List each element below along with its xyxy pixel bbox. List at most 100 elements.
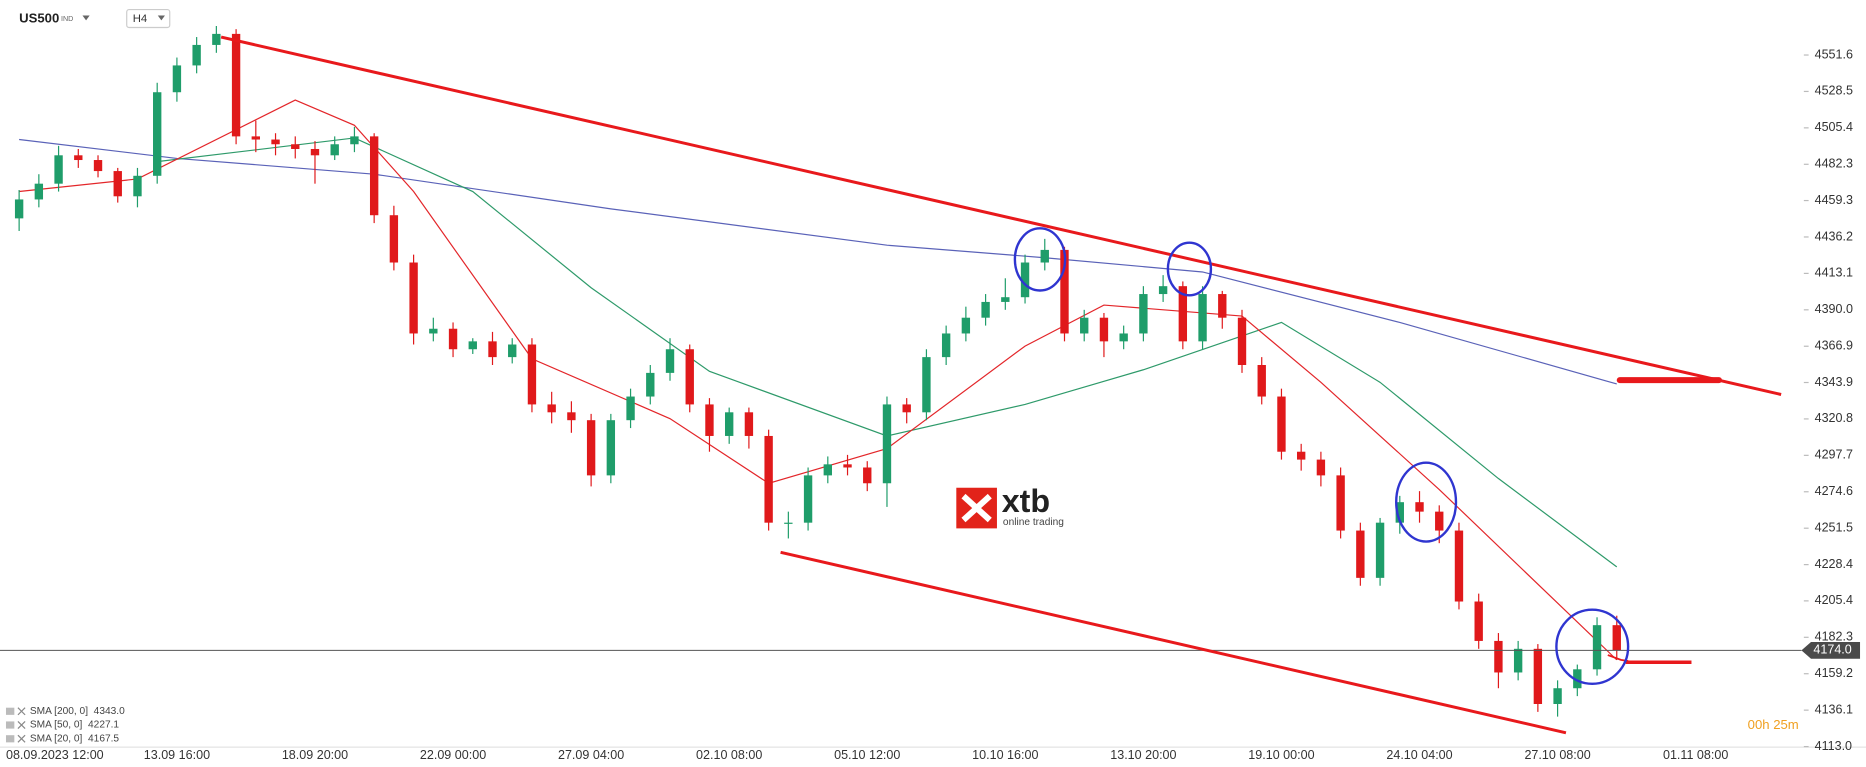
price-tag [1801,642,1861,659]
logo-tagline: online trading [1003,517,1064,528]
candle-body [843,464,852,468]
candle-body [1395,502,1404,523]
timeframe[interactable]: H4 [133,13,148,25]
candle-body [606,420,616,476]
candle-body [1158,286,1168,295]
x-tick-label: 19.10 00:00 [1248,748,1314,762]
candle-body [1356,530,1365,578]
x-tick-label: 13.10 20:00 [1110,748,1176,762]
candle-body [1001,297,1010,302]
candle-body [1415,502,1424,512]
candle-body [725,412,734,436]
exchange: IND [61,15,73,23]
legend-label: SMA [50, 0] 4227.1 [30,720,120,731]
y-tick-label: 4159.2 [1815,666,1853,680]
candle-body [1257,365,1266,397]
candle-body [34,183,44,200]
dropdown-arrow[interactable] [157,15,165,21]
candle-body [448,328,458,350]
y-tick-label: 4182.3 [1815,630,1853,644]
x-tick-label: 01.11 08:00 [1663,748,1728,762]
candle-body [1553,688,1562,705]
candle-body [961,317,971,334]
candle-body [1435,511,1444,531]
candle-body [133,175,142,197]
x-tick-label: 02.10 08:00 [696,748,762,762]
candle-body [113,171,122,197]
symbol[interactable]: US500 [19,11,59,26]
candle-body [1277,396,1286,452]
candle-body [330,144,339,156]
y-tick-label: 4413.1 [1815,266,1853,280]
candle-body [192,44,201,66]
candle-body [231,33,241,137]
x-tick-label: 10.10 16:00 [972,748,1038,762]
candle-body [1119,333,1128,342]
candle-body [1198,294,1207,342]
x-tick-label: 24.10 04:00 [1386,748,1452,762]
logo-x [961,493,992,523]
watermark: xtb online trading [956,483,1064,529]
candle-body [1178,286,1188,342]
candle-body [310,148,320,156]
candle-body [705,404,714,436]
candle-body [823,464,832,476]
candle-body [882,404,892,484]
y-tick-label: 4136.1 [1815,702,1853,716]
trend-line [780,550,1567,735]
x-tick-label: 27.09 04:00 [558,748,624,762]
y-tick-label: 4228.4 [1815,557,1853,571]
candle-body [1316,459,1326,476]
plot: 4113.0 4136.1 4159.2 4182.3 4205.4 4228.4 4251… [0,26,1866,762]
legend-close [17,707,26,716]
candle-body [685,349,694,405]
x-tick-label: 13.09 16:00 [144,748,210,762]
candle-body [941,333,951,358]
candle-body [291,144,300,149]
legend-icon [5,735,15,743]
candle-body [508,344,517,358]
x-tick-label: 27.10 08:00 [1524,748,1590,762]
candle-body [369,136,379,216]
candle-body [1237,317,1247,366]
candle-body [350,136,359,145]
highlight-circle [1555,608,1630,685]
sma-line [19,138,1617,385]
annotations [220,35,1782,735]
candle-body [251,136,260,140]
legend-close [17,734,26,743]
candle-body [54,155,63,184]
legend-close [17,721,26,730]
candle-body [586,420,596,476]
y-tick-label: 4320.8 [1815,411,1853,425]
x-tick-label: 22.09 00:00 [420,748,486,762]
candle-body [1336,475,1345,531]
candle-body [567,412,576,421]
candle-body [1474,601,1483,641]
candle-timer: 00h 25m [1748,717,1799,732]
candle-body [1296,451,1306,460]
toolbar: US500 IND H4 00h 25m [19,8,1799,732]
candle-body [1060,249,1069,334]
y-tick-label: 4366.9 [1815,339,1853,353]
timeframe-box[interactable] [126,8,171,29]
candle-body [429,328,438,334]
candle-body [271,139,280,145]
candle-body [409,262,418,334]
candle-body [646,372,655,397]
trend-line [220,35,1782,396]
candle-body [93,160,103,172]
candle-body [527,344,537,405]
candle-body [764,435,773,523]
candle-body [1218,294,1227,318]
price-tag-label: 4174.0 [1813,643,1851,657]
candle-body [981,301,990,318]
candle-body [863,467,872,484]
y-tick-label: 4274.6 [1815,484,1853,498]
dropdown-arrow[interactable] [82,15,90,21]
candle-body [212,33,221,45]
candle-body [1533,648,1543,705]
candle-body [1139,294,1148,334]
